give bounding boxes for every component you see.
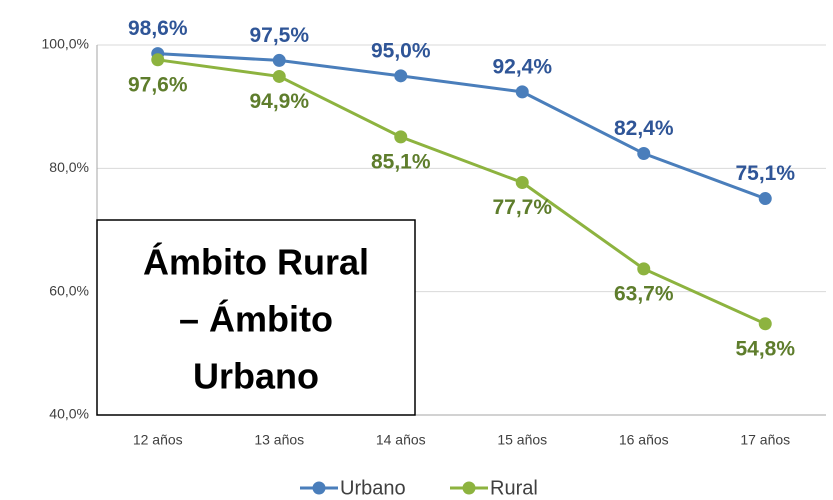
point — [272, 53, 286, 67]
value-label: 97,6% — [128, 73, 188, 96]
annotation-text: Urbano — [193, 356, 319, 397]
x-tick-label: 13 años — [254, 432, 304, 448]
x-tick-label: 15 años — [497, 432, 547, 448]
annotation-box — [96, 219, 416, 416]
point — [637, 147, 651, 161]
point — [758, 192, 772, 206]
value-label: 82,4% — [614, 117, 674, 140]
annotation-text: – Ámbito — [179, 299, 333, 340]
annotation-text: Ámbito Rural — [143, 242, 369, 283]
legend-label: Rural — [490, 477, 538, 499]
value-label: 95,0% — [371, 39, 431, 62]
y-tick-label: 80,0% — [49, 159, 89, 175]
value-label: 97,5% — [249, 24, 309, 47]
legend-marker — [312, 481, 326, 495]
value-label: 85,1% — [371, 150, 431, 173]
value-label: 63,7% — [614, 282, 674, 305]
point — [394, 69, 408, 83]
value-label: 77,7% — [492, 196, 552, 219]
point — [272, 69, 286, 83]
y-tick-label: 40,0% — [49, 406, 89, 422]
point — [394, 130, 408, 144]
legend-label: Urbano — [340, 477, 406, 499]
x-tick-label: 17 años — [740, 432, 790, 448]
value-label: 94,9% — [249, 90, 309, 113]
value-label: 54,8% — [735, 337, 795, 360]
point — [515, 176, 529, 190]
point — [758, 317, 772, 331]
x-tick-label: 14 años — [376, 432, 426, 448]
x-tick-label: 16 años — [619, 432, 669, 448]
value-label: 75,1% — [735, 162, 795, 185]
series-line — [157, 52, 766, 200]
value-label: 92,4% — [492, 55, 552, 78]
value-label: 98,6% — [128, 17, 188, 40]
point — [151, 53, 165, 67]
y-tick-label: 60,0% — [49, 282, 89, 298]
point — [637, 262, 651, 276]
y-tick-label: 100,0% — [42, 36, 89, 52]
x-tick-label: 12 años — [133, 432, 183, 448]
point — [515, 85, 529, 99]
series-line — [157, 58, 766, 326]
legend-marker — [462, 481, 476, 495]
